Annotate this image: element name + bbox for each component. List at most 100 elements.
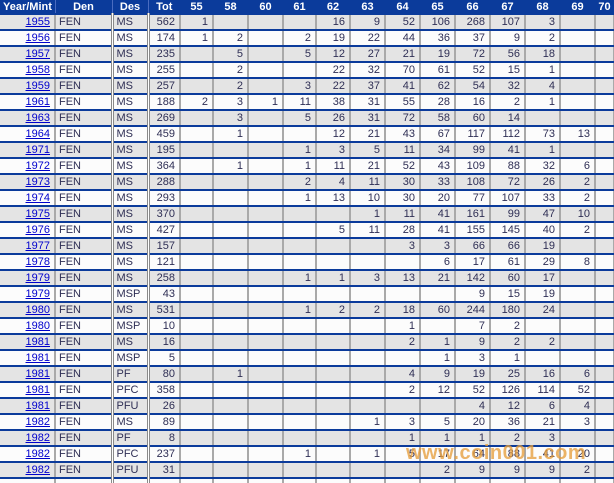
year-link[interactable]: 1961 xyxy=(25,96,50,108)
grade-58-cell xyxy=(213,318,249,335)
grade-65-cell: 2 xyxy=(420,462,456,479)
grade-63-cell: 32 xyxy=(350,62,386,79)
year-link[interactable]: 1958 xyxy=(25,64,50,76)
year-link[interactable]: 1974 xyxy=(25,192,50,204)
year-link[interactable]: 1957 xyxy=(25,48,50,60)
grade-66-cell: 19 xyxy=(455,366,491,383)
grade-70-cell xyxy=(595,318,614,335)
grade-55-cell xyxy=(180,302,214,319)
grade-64-cell: 11 xyxy=(385,142,421,159)
year-link[interactable]: 1972 xyxy=(25,160,50,172)
grade-65-cell: 67 xyxy=(420,126,456,143)
grade-55-cell xyxy=(180,126,214,143)
grade-69-cell: 2 xyxy=(560,190,596,207)
grade-55-cell xyxy=(180,430,214,447)
year-link[interactable]: 1980 xyxy=(25,304,50,316)
col-header-64: 64 xyxy=(385,0,420,15)
des-cell: PFU xyxy=(110,398,149,415)
grade-63-cell: 31 xyxy=(350,110,386,127)
grade-64-cell: 13 xyxy=(385,270,421,287)
grade-69-cell xyxy=(560,14,596,31)
year-link[interactable]: 1955 xyxy=(25,16,50,28)
year-link[interactable]: 1964 xyxy=(25,128,50,140)
year-cell: 1982 xyxy=(0,446,56,463)
grade-62-cell xyxy=(316,254,351,271)
den-cell: FEN xyxy=(55,334,113,351)
grade-62-cell xyxy=(316,446,351,463)
grade-69-cell: 2 xyxy=(560,222,596,239)
table-row: 1956 FEN MS 174 1 2 2 19 22 44 36 37 9 2 xyxy=(0,30,614,47)
grade-63-cell: 1 xyxy=(350,206,386,223)
des-cell: MS xyxy=(110,126,149,143)
year-link[interactable]: 1963 xyxy=(25,112,50,124)
tot-cell: 26 xyxy=(146,398,181,415)
grade-64-cell xyxy=(385,398,421,415)
year-link[interactable]: 1973 xyxy=(25,176,50,188)
year-link[interactable]: 1982 xyxy=(25,448,50,460)
grade-70-cell xyxy=(595,206,614,223)
table-row: 1964 FEN MS 459 1 12 21 43 67 117 112 73 13 xyxy=(0,126,614,143)
grade-68-cell: 32 xyxy=(525,158,561,175)
grade-61-cell: 2 xyxy=(283,174,317,191)
table-row: 1978 FEN MS 121 6 17 61 29 8 xyxy=(0,254,614,271)
den-cell: FEN xyxy=(55,254,113,271)
grade-64-cell: 3 xyxy=(385,238,421,255)
year-link[interactable]: 1959 xyxy=(25,80,50,92)
grade-64-cell: 41 xyxy=(385,78,421,95)
year-link[interactable]: 1979 xyxy=(25,288,50,300)
grade-61-cell xyxy=(283,238,317,255)
grade-67-cell: 2 xyxy=(490,318,526,335)
year-link[interactable]: 1971 xyxy=(25,144,50,156)
grade-70-cell xyxy=(595,286,614,303)
year-link[interactable]: 1980 xyxy=(25,320,50,332)
des-cell: MS xyxy=(110,30,149,47)
tot-cell: 531 xyxy=(146,302,181,319)
year-link[interactable]: 1976 xyxy=(25,224,50,236)
year-link[interactable]: 1981 xyxy=(25,400,50,412)
col-header-65: 65 xyxy=(420,0,455,15)
grade-69-cell xyxy=(560,46,596,63)
grade-70-cell xyxy=(595,30,614,47)
grade-55-cell xyxy=(180,254,214,271)
year-link[interactable]: 1979 xyxy=(25,272,50,284)
year-link[interactable]: 1977 xyxy=(25,240,50,252)
grade-66-cell xyxy=(455,478,491,483)
year-cell: 1977 xyxy=(0,238,56,255)
des-cell: MS xyxy=(110,222,149,239)
den-cell: FEN xyxy=(55,206,113,223)
grade-66-cell: 17 xyxy=(455,254,491,271)
tot-cell: 89 xyxy=(146,414,181,431)
year-link[interactable]: 1975 xyxy=(25,208,50,220)
grade-55-cell xyxy=(180,382,214,399)
grade-61-cell: 11 xyxy=(283,94,317,111)
year-link[interactable]: 1956 xyxy=(25,32,50,44)
grade-62-cell: 4 xyxy=(316,174,351,191)
grade-62-cell: 26 xyxy=(316,110,351,127)
grade-55-cell xyxy=(180,270,214,287)
des-cell: MSP xyxy=(110,350,149,367)
year-link[interactable]: 1982 xyxy=(25,464,50,476)
grade-69-cell xyxy=(560,62,596,79)
year-link[interactable]: 1982 xyxy=(25,432,50,444)
grade-55-cell xyxy=(180,350,214,367)
year-link[interactable]: 1978 xyxy=(25,256,50,268)
grade-70-cell xyxy=(595,462,614,479)
grade-68-cell: 9 xyxy=(525,462,561,479)
grade-66-cell: 9 xyxy=(455,462,491,479)
year-cell: 1980 xyxy=(0,318,56,335)
tot-cell: 269 xyxy=(146,110,181,127)
year-link[interactable]: 1981 xyxy=(25,368,50,380)
grade-69-cell: 52 xyxy=(560,382,596,399)
table-row: 1973 FEN MS 288 2 4 11 30 33 108 72 26 2 xyxy=(0,174,614,191)
des-cell: MS xyxy=(110,62,149,79)
year-link[interactable]: 1982 xyxy=(25,416,50,428)
grade-65-cell: 33 xyxy=(420,174,456,191)
grade-61-cell xyxy=(283,254,317,271)
year-link[interactable]: 1981 xyxy=(25,336,50,348)
year-cell: 1963 xyxy=(0,110,56,127)
year-link[interactable]: 1981 xyxy=(25,384,50,396)
grade-65-cell: 41 xyxy=(420,206,456,223)
table-row: 1958 FEN MS 255 2 22 32 70 61 52 15 1 xyxy=(0,62,614,79)
den-cell: FEN xyxy=(55,110,113,127)
year-link[interactable]: 1981 xyxy=(25,352,50,364)
